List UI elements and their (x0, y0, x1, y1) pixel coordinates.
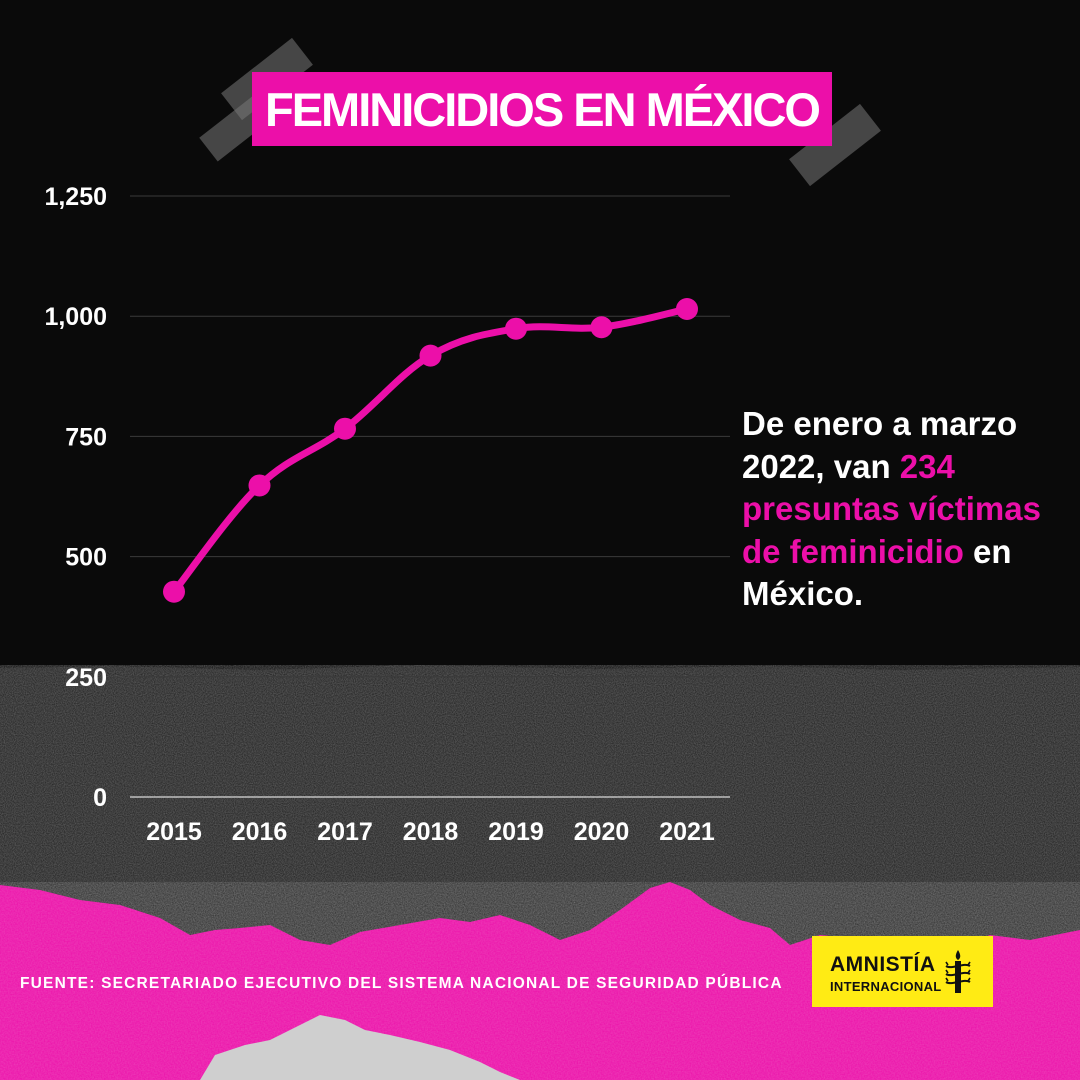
callout-part1: De enero a marzo 2022, van (742, 405, 1018, 485)
data-point (163, 580, 185, 603)
title-banner: FEMINICIDIOS EN MÉXICO (252, 72, 832, 146)
logo-line2: INTERNACIONAL (830, 979, 942, 994)
data-point (419, 344, 442, 367)
x-tick-label: 2019 (488, 818, 544, 846)
candle-barbed-wire-icon (945, 950, 971, 993)
x-tick-label: 2016 (232, 818, 288, 846)
y-tick-label: 750 (65, 423, 107, 451)
callout-text: De enero a marzo 2022, van 234 presuntas… (742, 403, 1062, 616)
x-tick-label: 2015 (146, 818, 202, 846)
x-tick-label: 2017 (317, 818, 373, 846)
y-tick-label: 500 (65, 544, 107, 572)
amnesty-logo: AMNISTÍA INTERNACIONAL (812, 936, 993, 1007)
x-tick-label: 2021 (659, 818, 715, 846)
y-tick-label: 250 (65, 664, 107, 692)
data-point (505, 317, 527, 340)
data-point (334, 417, 356, 440)
page-title: FEMINICIDIOS EN MÉXICO (265, 82, 821, 136)
y-tick-label: 1,250 (44, 183, 107, 211)
data-point (590, 316, 613, 339)
source-note: FUENTE: SECRETARIADO EJECUTIVO DEL SISTE… (20, 975, 783, 992)
data-point (676, 297, 698, 320)
y-tick-label: 0 (93, 784, 107, 812)
callout-part2: en México. (742, 532, 1012, 613)
data-point (248, 474, 271, 497)
x-tick-label: 2018 (403, 818, 459, 846)
x-tick-label: 2020 (574, 818, 630, 846)
torn-paper-gray (200, 1015, 520, 1080)
y-tick-label: 1,000 (44, 303, 107, 331)
logo-line1: AMNISTÍA (830, 953, 936, 976)
callout-highlight: 234 presuntas víctimas de feminicidio (742, 447, 1041, 570)
